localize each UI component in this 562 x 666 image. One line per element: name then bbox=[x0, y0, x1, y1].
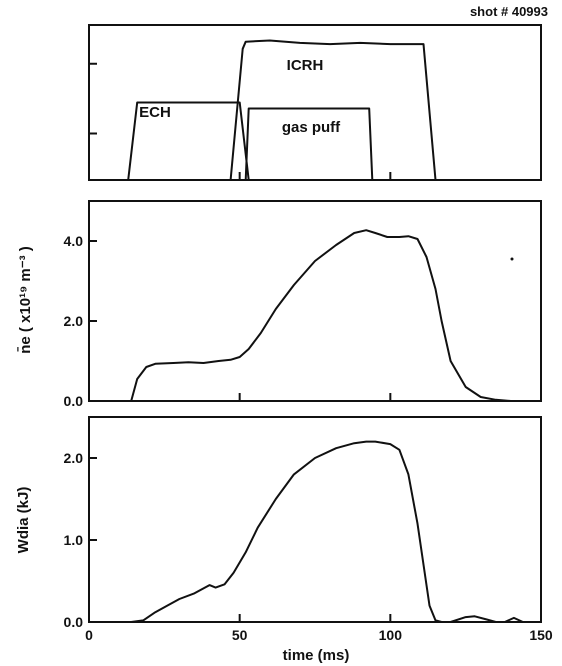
annotation-ech: ECH bbox=[139, 104, 171, 121]
axis-ticks: 0.0 2.0 4.0 0.0 1.0 2.0 0 50 100 150 bbox=[64, 62, 553, 643]
series-line-p2-0 bbox=[89, 440, 541, 623]
series-line-p0-1 bbox=[229, 39, 437, 181]
y-tick-label-p1-0: 0.0 bbox=[64, 393, 84, 409]
y-tick-label-p2-2: 2.0 bbox=[64, 450, 84, 466]
bottom-panel-frame bbox=[88, 416, 542, 623]
x-tick-label-3: 150 bbox=[529, 627, 553, 643]
top-panel-frame bbox=[88, 24, 542, 181]
series-line-p0-2 bbox=[244, 107, 374, 181]
middle-ylabel: n̄e ( x10¹⁹ m⁻³ ) bbox=[16, 246, 34, 354]
series-line-p1-0 bbox=[89, 229, 541, 402]
x-tick-label-1: 50 bbox=[232, 627, 248, 643]
y-tick-label-p2-1: 1.0 bbox=[64, 532, 84, 548]
shot-label: shot # 40993 bbox=[470, 4, 548, 19]
annotation-icrh: ICRH bbox=[287, 57, 324, 74]
x-axis-label: time (ms) bbox=[283, 647, 350, 664]
y-tick-label-p2-0: 0.0 bbox=[64, 614, 84, 630]
bottom-ylabel: Wdia (kJ) bbox=[15, 487, 32, 554]
y-tick-label-p1-2: 4.0 bbox=[64, 233, 84, 249]
middle-panel-frame bbox=[88, 200, 542, 402]
annotation-gas-puff: gas puff bbox=[282, 119, 341, 136]
x-tick-label-2: 100 bbox=[379, 627, 403, 643]
curves bbox=[89, 39, 541, 623]
series-line-p0-0 bbox=[127, 101, 250, 181]
speck bbox=[510, 257, 514, 261]
y-tick-label-p1-1: 2.0 bbox=[64, 313, 84, 329]
x-tick-label-0: 0 bbox=[85, 627, 93, 643]
